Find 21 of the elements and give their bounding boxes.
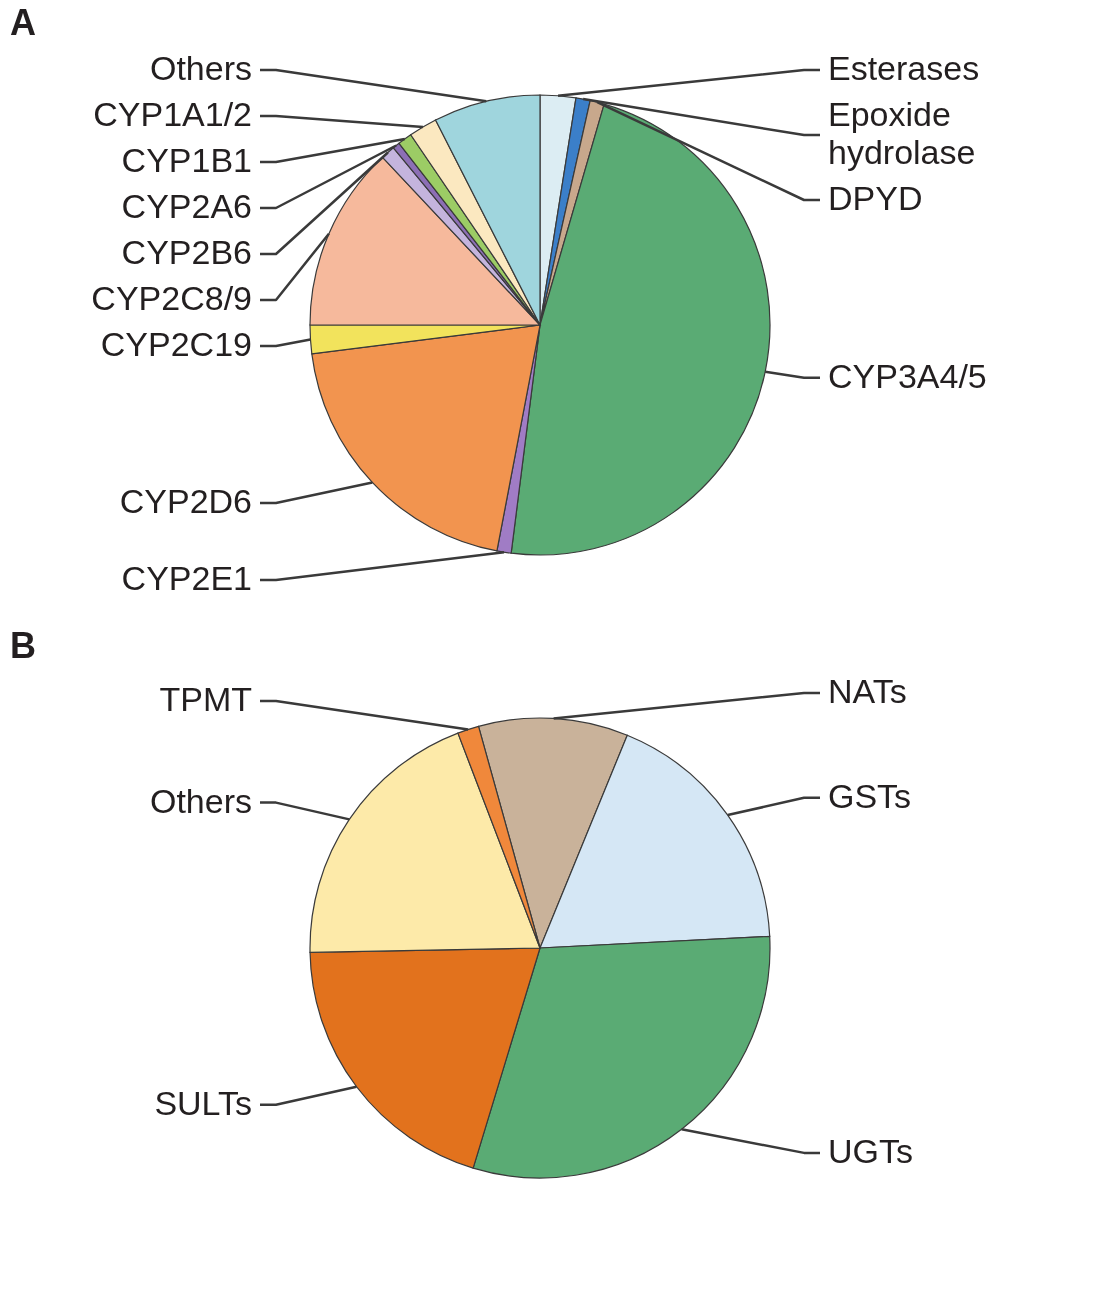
slice-label: Esterases [828,49,980,87]
slice-label: CYP2C8/9 [91,279,252,317]
slice-label: GSTs [828,776,912,815]
chart-title: B [10,625,36,666]
slice-label: SULTs [154,1083,252,1122]
slice-label: Others [149,49,252,87]
slice-label: DPYD [828,179,923,217]
slice-label: UGTs [828,1131,913,1170]
slice-label: CYP1B1 [121,141,252,179]
slice-label: TPMT [159,680,252,719]
slice-label: Others [149,781,252,820]
slice-label: CYP2B6 [121,233,252,271]
slice-label: NATs [828,672,907,710]
slice-label: CYP2D6 [119,481,252,520]
slice-label: CYP2A6 [121,187,252,225]
slice-label: CYP3A4/5 [828,356,987,395]
slice-label: Epoxide hydrolase [828,95,976,171]
chart-title: A [10,2,36,43]
slice-label: CYP2E1 [121,559,252,597]
slice-label: CYP2C19 [100,325,252,363]
slice-label: CYP1A1/2 [93,95,252,133]
